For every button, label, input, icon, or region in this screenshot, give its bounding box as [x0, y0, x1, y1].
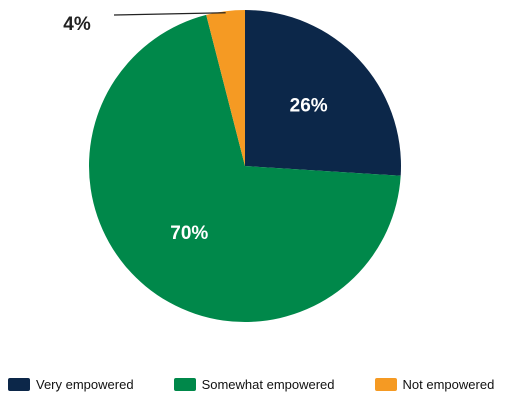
- legend-label-somewhat-empowered: Somewhat empowered: [201, 376, 335, 392]
- legend-swatch-very-empowered: [8, 377, 30, 391]
- legend-item-somewhat-empowered[interactable]: Somewhat empowered: [173, 376, 335, 392]
- legend-label-not-empowered: Not empowered: [402, 376, 495, 392]
- slice-label-somewhat-empowered: 70%: [170, 223, 208, 244]
- pie-slice-somewhat-empowered[interactable]: [89, 14, 401, 323]
- legend-swatch-somewhat-empowered: [173, 377, 196, 391]
- legend-swatch-not-empowered: [374, 377, 397, 391]
- leader-line-not-empowered: [113, 12, 226, 16]
- slice-label-very-empowered: 26%: [290, 96, 328, 117]
- pie-labels: 26% 70% 4%: [63, 12, 328, 244]
- pie-slice-not-empowered[interactable]: [206, 10, 245, 166]
- slice-label-not-empowered: 4%: [63, 14, 91, 35]
- legend-label-very-empowered: Very empowered: [36, 376, 134, 392]
- chart-legend: Very empowered Somewhat empowered Not em…: [8, 375, 494, 393]
- pie-slice-very-empowered[interactable]: [245, 10, 401, 176]
- pie-slices: [89, 10, 401, 323]
- legend-item-not-empowered[interactable]: Not empowered: [374, 376, 495, 392]
- legend-item-very-empowered[interactable]: Very empowered: [8, 377, 134, 392]
